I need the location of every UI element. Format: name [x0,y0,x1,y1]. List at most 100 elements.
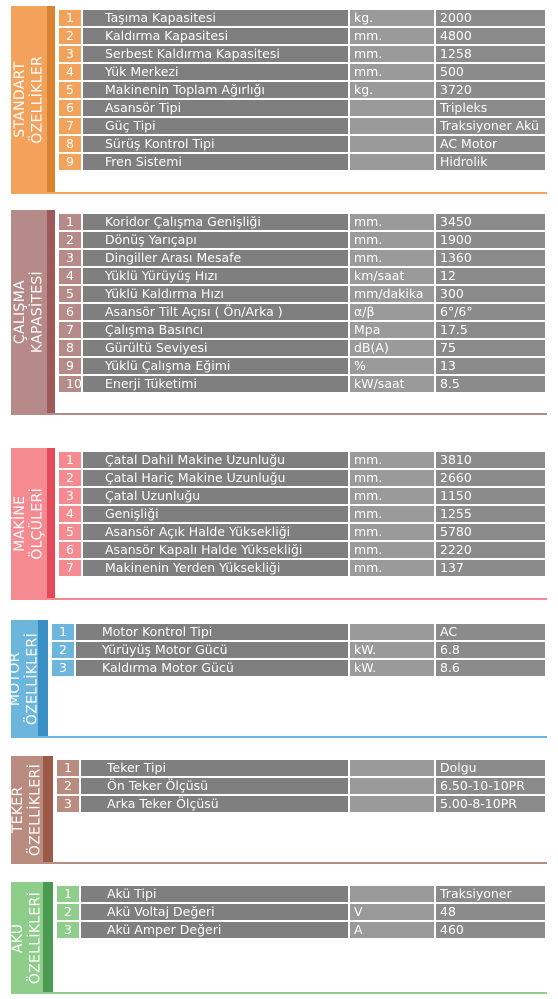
row-name: Yüklü Kaldırma Hızı [83,286,348,302]
row-name: Arka Teker Ölçüsü [81,796,348,812]
row-value: 2220 [436,542,545,558]
section-aku: AKÜ ÖZELLİKLERİ 1 Akü Tipi Traksiyoner 2 Akü V… [10,882,547,994]
row-value: 6°/6° [436,304,545,320]
row-number: 8 [59,136,81,152]
row-number: 10 [59,376,81,392]
row-unit: mm. [350,524,434,540]
row-unit: mm. [350,64,434,80]
row-unit [350,886,434,902]
row-name: Koridor Çalışma Genişliği [83,214,348,230]
spec-row: 3 Arka Teker Ölçüsü 5.00-8-10PR [57,796,545,812]
spec-row: 9 Fren Sistemi Hidrolik [59,154,545,170]
row-number: 2 [59,232,81,248]
section-stripe [43,756,53,864]
row-name: Güç Tipi [83,118,348,134]
spec-row: 7 Çalışma Basıncı Mpa 17.5 [59,322,545,338]
row-number: 1 [59,214,81,230]
row-name: Sürüş Kontrol Tipi [83,136,348,152]
row-name: Yürüyüş Motor Gücü [76,642,348,658]
section-divider [47,598,547,600]
section-calisma: ÇALIŞMA KAPASİTESİ 1 Koridor Çalışma Genişl… [11,210,547,415]
section-title-line1: MOTOR [7,652,23,706]
row-unit: mm. [350,506,434,522]
row-unit: V [350,904,434,920]
row-number: 3 [59,250,81,266]
row-name: Yüklü Yürüyüş Hızı [83,268,348,284]
row-value: Hidrolik [436,154,545,170]
row-name: Fren Sistemi [83,154,348,170]
row-value: 3720 [436,82,545,98]
row-value: AC Motor [436,136,545,152]
row-name: Çatal Hariç Makine Uzunluğu [83,470,348,486]
row-value: 460 [436,922,545,938]
spec-row: 2 Akü Voltaj Değeri V 48 [57,904,545,920]
section-title: TEKER ÖZELLİKLERİ [10,764,45,856]
row-unit: kg. [350,82,434,98]
row-unit [350,118,434,134]
row-name: Ön Teker Ölçüsü [81,778,348,794]
row-number: 8 [59,340,81,356]
section-title-line2: ÖZELLİKLERİ [27,891,43,985]
row-value: 6.8 [436,642,545,658]
row-number: 7 [59,118,81,134]
spec-row: 9 Yüklü Çalışma Eğimi% 13 [59,358,545,374]
row-name: Asansör Tipi [83,100,348,116]
row-name: Enerji Tüketimi [83,376,348,392]
row-name: Asansör Tilt Açısı ( Ön/Arka ) [83,304,348,320]
spec-row: 2 Çatal Hariç Makine Uzunluğu mm. 2660 [59,470,545,486]
row-value: 12 [436,268,545,284]
section-title-line1: MAKİNE [11,495,28,553]
row-value: Traksiyoner Akü [436,118,545,134]
row-name: Taşıma Kapasitesi [83,10,348,26]
row-unit: mm. [350,28,434,44]
spec-row: 6 Asansör Kapalı Halde Yüksekliği mm. 2220 [59,542,545,558]
section-sidebar: AKÜ ÖZELLİKLERİ [10,882,43,994]
row-number: 7 [59,560,81,576]
spec-row: 5 Asansör Açık Halde Yüksekliği mm. 5780 [59,524,545,540]
spec-row: 7 Makinenin Yerden Yüksekliği mm. 137 [59,560,545,576]
row-number: 5 [59,82,81,98]
section-stripe [38,620,48,738]
row-number: 9 [59,154,81,170]
section-title: MOTOR ÖZELLİKLERİ [7,633,42,725]
row-name: Genişliği [83,506,348,522]
section-stripe [47,210,55,415]
row-unit [350,778,434,794]
section-motor: MOTOR ÖZELLİKLERİ 1 Motor Kontrol Tipi AC 2 Yü… [7,620,547,738]
row-value: 3450 [436,214,545,230]
spec-row: 1 Teker Tipi Dolgu [57,760,545,776]
row-name: Akü Amper Değeri [81,922,348,938]
row-value: 300 [436,286,545,302]
row-number: 5 [59,524,81,540]
row-number: 2 [57,904,79,920]
row-value: 1900 [436,232,545,248]
row-number: 3 [57,922,79,938]
row-name: Kaldırma Motor Gücü [76,660,348,676]
row-number: 4 [59,506,81,522]
row-name: Kaldırma Kapasitesi [83,28,348,44]
row-value: 1258 [436,46,545,62]
row-number: 2 [59,28,81,44]
section-divider [38,736,547,738]
section-divider [43,862,547,864]
spec-row: 7 Güç Tipi Traksiyoner Akü [59,118,545,134]
row-unit: mm. [350,250,434,266]
row-unit: mm. [350,452,434,468]
row-name: Asansör Kapalı Halde Yüksekliği [83,542,348,558]
section-sidebar: ÇALIŞMA KAPASİTESİ [11,210,47,415]
row-number: 6 [59,100,81,116]
row-number: 4 [59,268,81,284]
row-value: 75 [436,340,545,356]
spec-row: 3 Kaldırma Motor Gücü kW. 8.6 [52,660,545,676]
row-name: Serbest Kaldırma Kapasitesi [83,46,348,62]
row-name: Akü Voltaj Değeri [81,904,348,920]
section-title-line2: ÖZELLİKLER [29,56,45,144]
section-standart: STANDART ÖZELLİKLER 1 Taşıma Kapasitesi kg. 2… [11,6,547,194]
row-value: 5.00-8-10PR [436,796,545,812]
section-stripe [47,6,55,194]
spec-row: 1 Çatal Dahil Makine Uzunluğu mm. 3810 [59,452,545,468]
row-number: 5 [59,286,81,302]
row-value: 8.6 [436,660,545,676]
row-unit: kg. [350,10,434,26]
spec-row: 5 Yüklü Kaldırma Hızı mm/dakika 300 [59,286,545,302]
